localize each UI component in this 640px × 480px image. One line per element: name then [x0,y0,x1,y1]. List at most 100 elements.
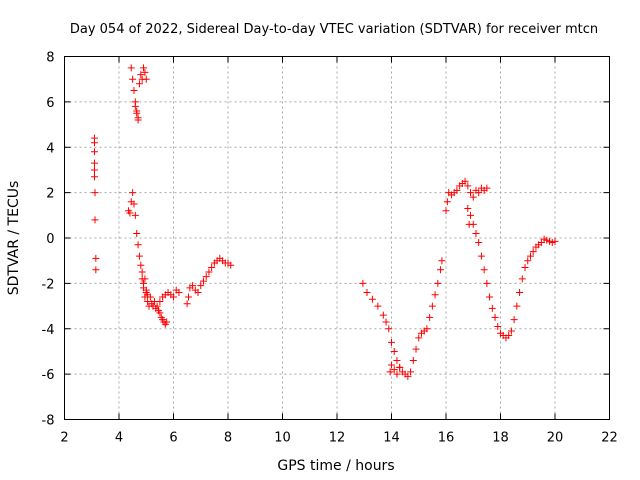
data-point [467,211,475,219]
data-point [513,302,521,310]
y-axis-tick-labels: -8 -6 -4 -2 0 2 4 6 8 [42,51,55,429]
y-tick-label: 2 [46,187,54,202]
data-point [359,279,367,287]
data-point [141,68,149,76]
data-point [202,273,210,281]
data-point [140,279,148,287]
data-point [90,139,98,147]
data-point [130,200,138,208]
data-point [551,237,559,245]
data-point [390,366,398,374]
data-point [393,357,401,365]
data-point [483,184,491,192]
data-point [428,302,436,310]
data-point [390,347,398,355]
data-point [133,229,141,237]
data-point [144,298,152,306]
data-point [135,80,143,88]
data-point [488,304,496,312]
data-point [175,288,183,296]
data-point [133,109,141,117]
data-point [404,372,412,380]
data-point [137,261,145,269]
x-tick-label: 6 [169,431,177,446]
data-point [388,338,395,346]
data-point [437,266,445,274]
data-point [443,198,451,206]
data-point [423,325,431,333]
data-point [363,288,371,296]
data-point [134,241,142,249]
y-tick-label: 0 [46,232,54,247]
data-point [135,252,143,260]
data-point [379,311,387,319]
x-tick-label: 18 [492,431,509,446]
data-point [91,189,99,197]
data-point [90,173,98,181]
data-point [126,209,134,217]
data-point [431,291,439,299]
data-point [407,368,415,376]
data-point [92,254,100,262]
x-tick-label: 20 [547,431,564,446]
data-point [521,263,529,271]
data-point [189,282,197,290]
data-point [144,291,152,299]
data-point [127,64,135,72]
data-point [382,318,390,326]
data-point [396,363,404,371]
data-point [92,266,100,274]
data-point [156,309,164,317]
data-point [472,229,480,237]
data-point [170,293,177,301]
data-point [138,268,146,276]
data-point [142,75,150,83]
data-point [442,207,450,215]
data-point [141,275,149,283]
data-point [461,177,469,185]
data-point [130,87,138,95]
x-tick-label: 4 [115,431,123,446]
data-point [426,313,434,321]
x-tick-label: 14 [383,431,400,446]
x-axis-tick-labels: 2 4 6 8 10 12 14 16 18 20 22 [60,431,617,446]
data-point [480,266,488,274]
data-point [510,316,518,324]
x-tick-label: 12 [329,431,346,446]
y-tick-label: -8 [42,414,55,429]
data-point [163,318,171,326]
data-point [409,357,417,365]
data-point [477,252,485,260]
data-point [156,298,164,306]
data-point [438,257,446,265]
y-tick-label: -4 [42,323,55,338]
y-tick-label: -2 [42,277,55,292]
x-tick-label: 10 [274,431,291,446]
y-axis-label: SDTVAR / TECUs [6,181,22,296]
y-tick-label: 4 [46,141,54,156]
data-point [197,282,205,290]
data-point [388,361,395,369]
x-axis-label: GPS time / hours [277,458,394,474]
data-point [453,186,461,194]
data-point [194,288,202,296]
data-point [469,193,477,201]
data-point [486,293,494,301]
data-point [129,189,137,197]
data-point [393,370,401,378]
y-tick-label: 6 [46,96,54,111]
data-point [184,293,192,301]
data-point [469,220,477,228]
data-point [129,75,137,83]
data-point [494,322,502,330]
data-point [131,211,139,219]
data-point [464,182,472,190]
chart-title: Day 054 of 2022, Sidereal Day-to-day VTE… [70,22,598,37]
data-point [415,334,423,342]
x-tick-label: 8 [224,431,232,446]
data-point [526,252,534,260]
data-point [90,166,98,174]
data-point [374,302,382,310]
data-point [183,300,191,308]
data-points [90,64,559,380]
